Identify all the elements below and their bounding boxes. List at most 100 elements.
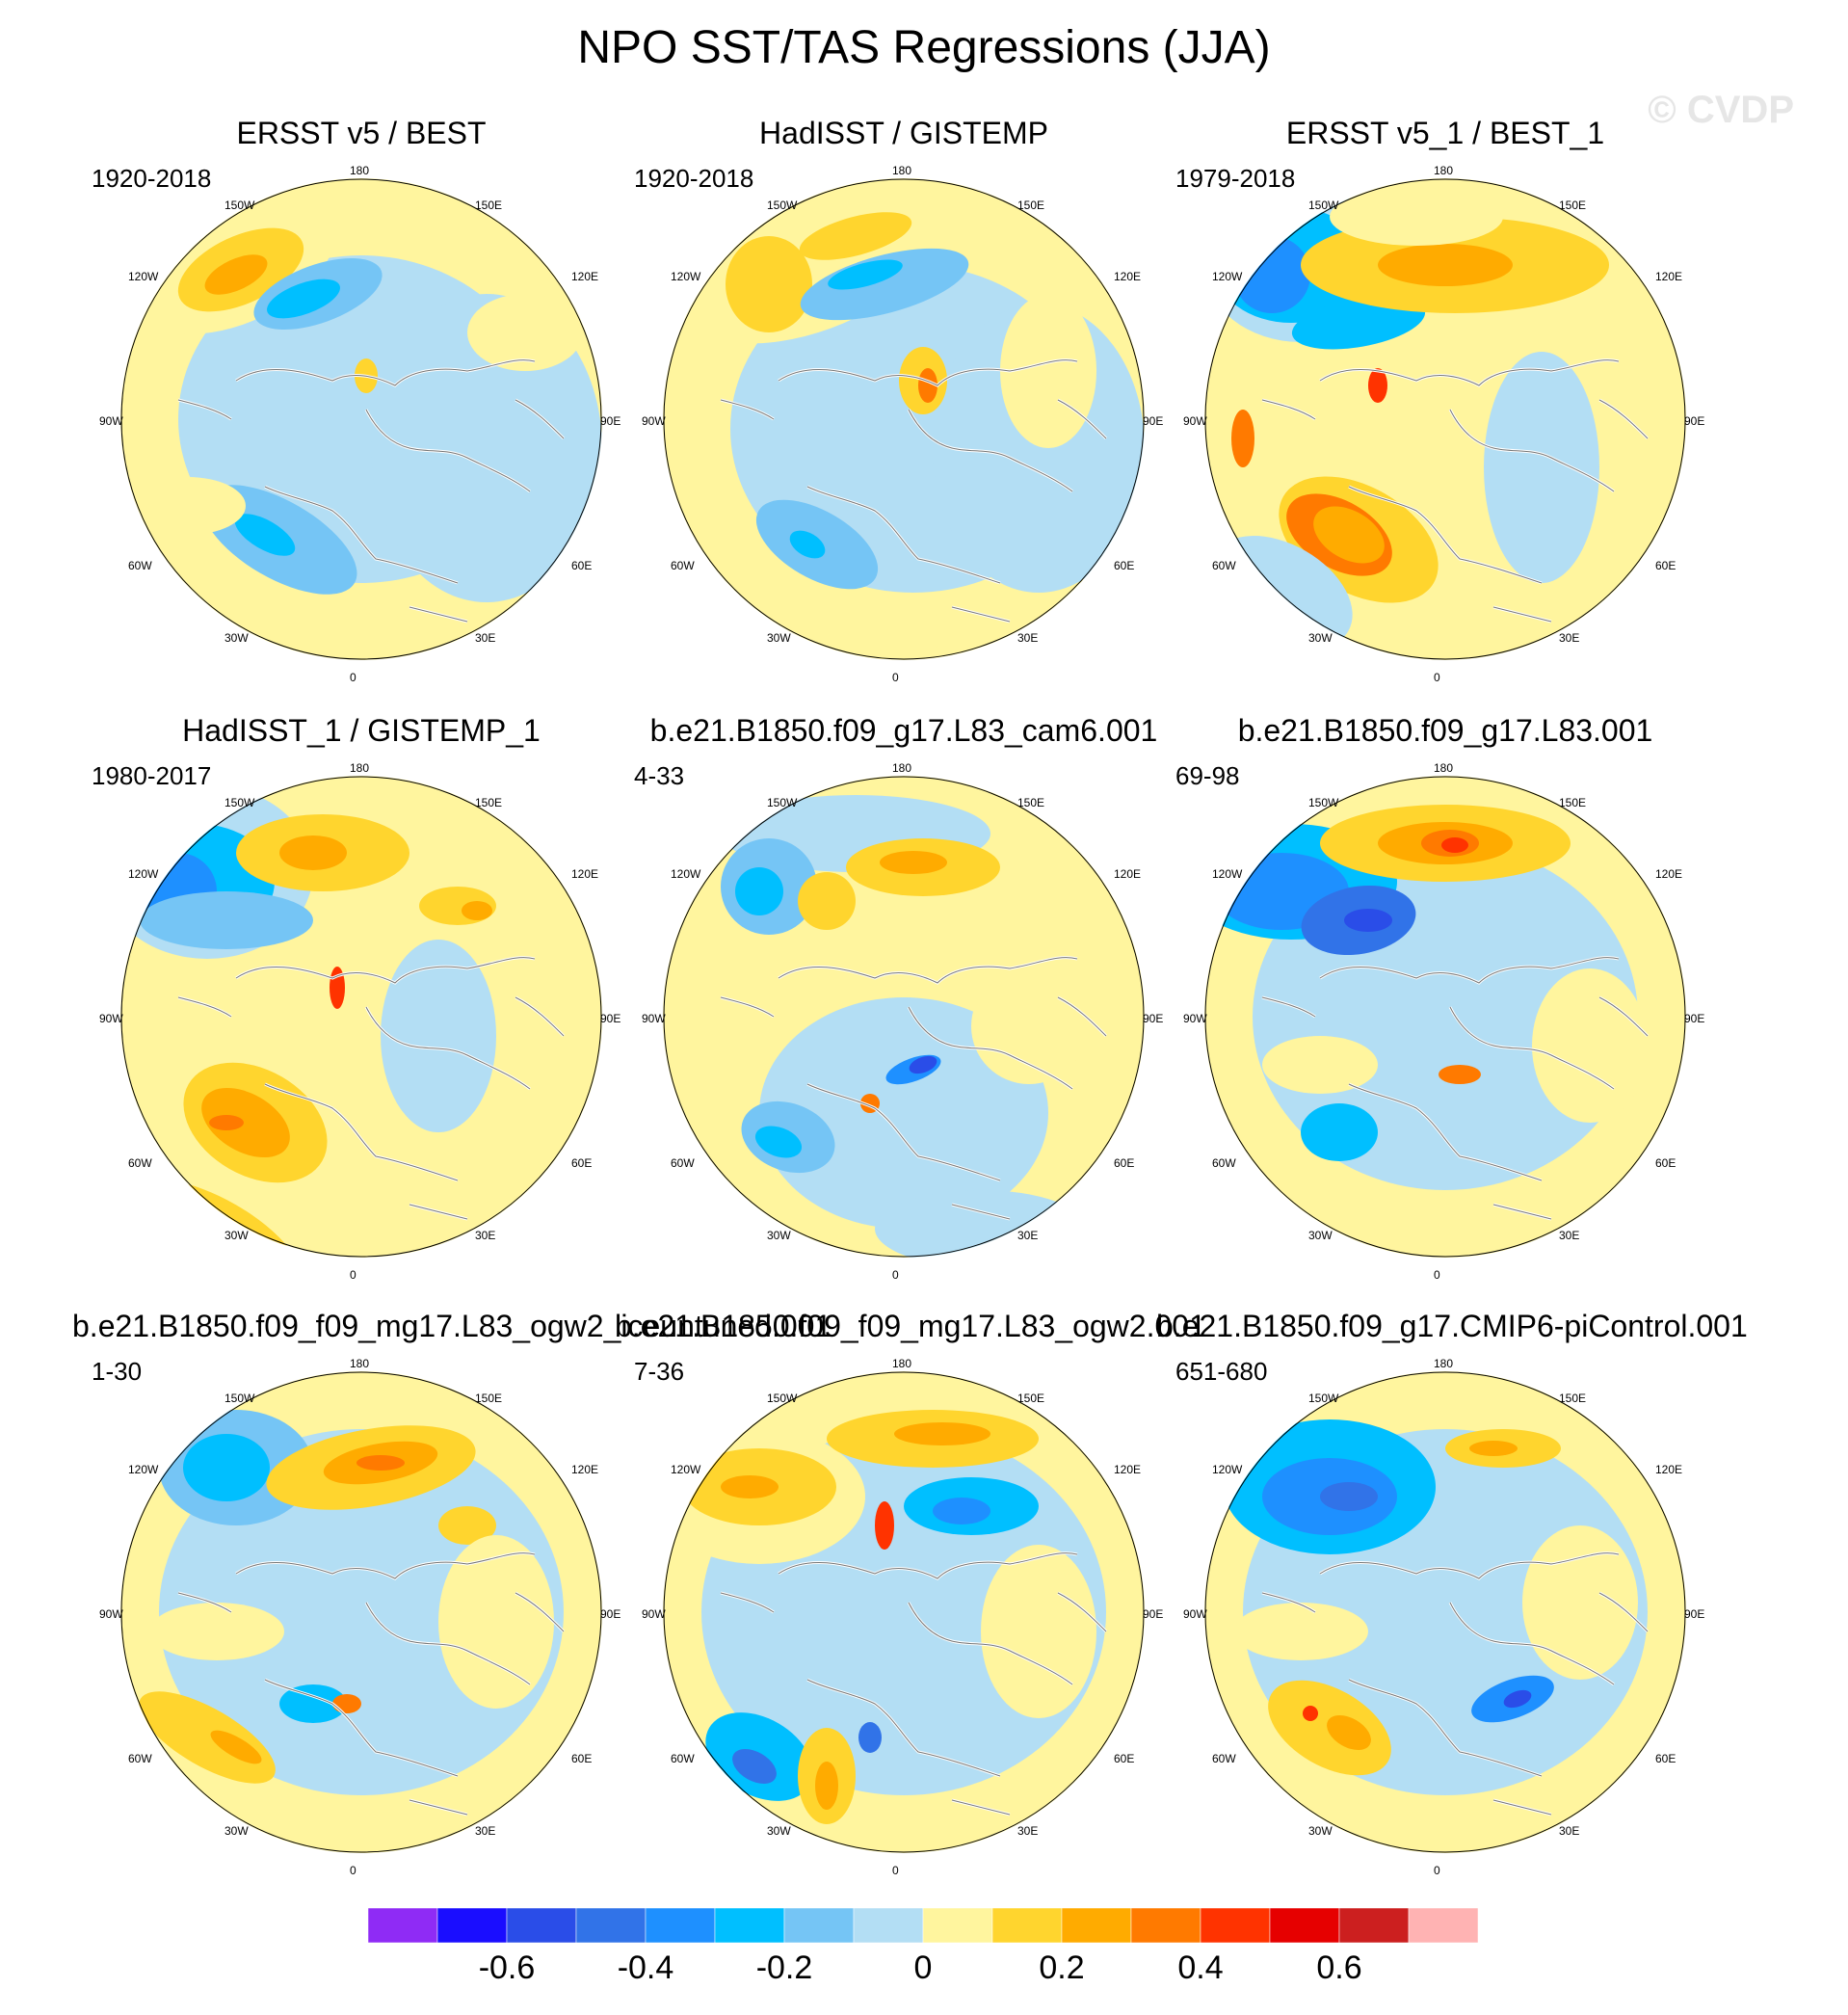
longitude-label: 60E <box>571 1752 593 1765</box>
map-border <box>120 776 602 1258</box>
longitude-label: 120W <box>671 1463 701 1476</box>
longitude-label: 120W <box>1212 867 1243 881</box>
longitude-label: 180 <box>350 164 370 177</box>
panel-title: b.e21.B1850.f09_f09_mg17.L83_ogw2_iceunt… <box>72 1309 832 1343</box>
coastline-outline <box>1261 1552 1649 1816</box>
longitude-label: 90E <box>1684 1607 1705 1621</box>
polar-map-svg <box>1204 178 1686 660</box>
map-border <box>663 178 1145 660</box>
map-panel: ERSST v5_1 / BEST_1 1979-2018 180 0 150W 150E… <box>1156 116 1734 713</box>
colorbar-swatch <box>1408 1908 1478 1943</box>
longitude-label: 30E <box>1559 1229 1580 1242</box>
anomaly-contour <box>438 1535 554 1709</box>
coastline-outline <box>177 1552 565 1816</box>
colorbar-swatch <box>368 1908 438 1943</box>
longitude-label: 0 <box>1434 1864 1440 1877</box>
polar-map-svg <box>1204 1371 1686 1853</box>
colorbar-swatch <box>853 1908 924 1943</box>
polar-map: 180 0 150W 150E 120W 120E 90W 90E 60W 60E 30W 30E <box>99 761 620 1282</box>
map-panel: b.e21.B1850.f09_g17.CMIP6-piControl.001 6… <box>1156 1309 1748 1906</box>
map-border <box>120 178 602 660</box>
coastline-outline <box>720 1552 1107 1816</box>
longitude-label: 180 <box>892 761 912 775</box>
longitude-label: 60W <box>128 559 152 572</box>
longitude-label: 120E <box>571 270 599 283</box>
longitude-label: 150E <box>475 796 503 809</box>
anomaly-contour <box>981 1545 1096 1718</box>
anomaly-contour <box>246 1795 477 1853</box>
anomaly-contour <box>1344 909 1392 932</box>
longitude-label: 60E <box>1114 1752 1135 1765</box>
map-panel: b.e21.B1850.f09_g17.L83.001 69-98 180 0 150W… <box>1156 713 1734 1311</box>
map-panel: b.e21.B1850.f09_f09_mg17.L83_ogw2_iceunt… <box>72 1309 832 1906</box>
map-panel: HadISST / GISTEMP 1920-2018 180 0 150W 150E 12… <box>615 116 1193 713</box>
longitude-label: 30E <box>1559 631 1580 645</box>
anomaly-contour <box>332 1694 361 1713</box>
polar-map: 180 0 150W 150E 120W 120E 90W 90E 60W 60E 30W 30E <box>642 164 1163 684</box>
polar-map-svg <box>663 178 1145 660</box>
panel-years: 1-30 <box>92 1357 143 1386</box>
anomaly-contour <box>759 997 1048 1229</box>
anomaly-contour <box>721 1475 779 1498</box>
longitude-label: 150W <box>1308 1392 1339 1405</box>
longitude-label: 180 <box>1434 1357 1454 1370</box>
longitude-label: 30W <box>767 631 791 645</box>
colorbar-label: -0.4 <box>617 1949 674 1986</box>
anomaly-contour <box>815 1762 838 1810</box>
longitude-label: 150E <box>1559 796 1587 809</box>
anomaly-contour <box>1301 1103 1378 1161</box>
longitude-label: 60E <box>1655 1752 1676 1765</box>
anomaly-contour <box>234 514 296 556</box>
longitude-label: 90E <box>1684 1012 1705 1025</box>
longitude-label: 120E <box>1655 270 1683 283</box>
anomaly-contour <box>279 835 347 870</box>
panel-years: 651-680 <box>1175 1357 1268 1386</box>
panel-title: b.e21.B1850.f09_f09_mg17.L83_ogw2.001 <box>615 1309 1206 1343</box>
longitude-label: 60W <box>1212 1156 1236 1170</box>
longitude-label: 150W <box>767 199 798 212</box>
colorbar-label: -0.6 <box>478 1949 536 1986</box>
longitude-label: 120E <box>571 1463 599 1476</box>
longitude-label: 150E <box>1017 796 1045 809</box>
map-border <box>1204 1371 1686 1853</box>
longitude-label: 150W <box>224 1392 255 1405</box>
anomaly-contour <box>467 294 583 371</box>
colorbar-swatch <box>714 1908 785 1943</box>
panel-years: 7-36 <box>634 1357 685 1386</box>
longitude-label: 60W <box>671 1156 695 1170</box>
polar-map-svg <box>663 776 1145 1258</box>
longitude-label: 150W <box>1308 796 1339 809</box>
longitude-label: 30W <box>224 1824 249 1838</box>
longitude-label: 150W <box>224 796 255 809</box>
longitude-label: 90W <box>99 1012 123 1025</box>
anomaly-contour <box>1368 368 1387 403</box>
anomaly-contour <box>1503 1689 1532 1709</box>
map-panel: HadISST_1 / GISTEMP_1 1980-2017 180 0 150W 15… <box>72 713 650 1311</box>
map-border <box>663 1371 1145 1853</box>
polar-map-svg <box>120 178 602 660</box>
longitude-label: 0 <box>892 1864 899 1877</box>
longitude-label: 60E <box>571 1156 593 1170</box>
anomaly-contour <box>1233 236 1310 313</box>
anomaly-contour <box>139 1691 276 1784</box>
colorbar-swatch <box>1338 1908 1410 1943</box>
anomaly-contour <box>754 1126 803 1158</box>
longitude-label: 90E <box>600 414 621 428</box>
anomaly-contour <box>1320 1482 1378 1511</box>
panel-years: 1980-2017 <box>92 761 212 790</box>
longitude-label: 150E <box>475 199 503 212</box>
coastline-outline <box>1261 359 1649 623</box>
anomaly-contour <box>971 968 1087 1084</box>
anomaly-contour <box>1231 410 1254 467</box>
longitude-label: 60E <box>1655 1156 1676 1170</box>
colorbar-swatch <box>922 1908 993 1943</box>
coastline-outline <box>177 359 565 623</box>
longitude-label: 60W <box>1212 1752 1236 1765</box>
longitude-label: 90W <box>642 1012 666 1025</box>
polar-map-svg <box>663 1371 1145 1853</box>
map-panel: b.e21.B1850.f09_g17.L83_cam6.001 4-33 180 0… <box>615 713 1193 1311</box>
anomaly-contour <box>1320 1200 1571 1258</box>
colorbar-swatch <box>436 1908 508 1943</box>
longitude-label: 90E <box>600 1012 621 1025</box>
longitude-label: 60E <box>1114 1156 1135 1170</box>
